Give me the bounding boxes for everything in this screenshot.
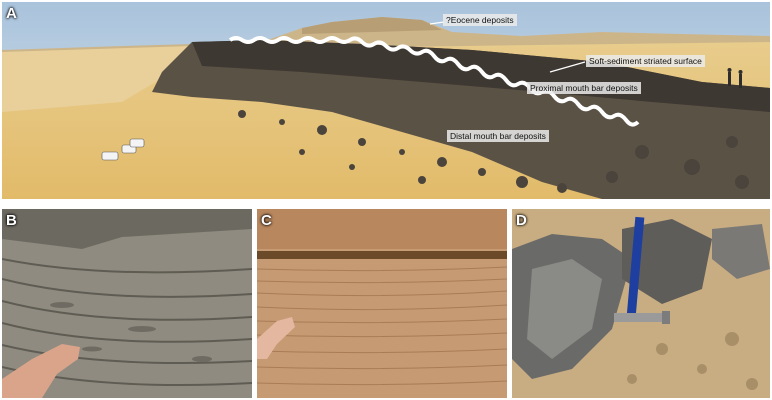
panel-a-label: A xyxy=(6,5,17,22)
annotation-eocene-deposits: ?Eocene deposits xyxy=(443,14,517,26)
vehicles xyxy=(101,138,145,161)
panel-c-photo: C xyxy=(257,209,507,398)
panel-d-label: D xyxy=(516,212,527,229)
striated-rock-photo xyxy=(2,209,252,398)
desert-outcrop-photo xyxy=(2,2,770,199)
panel-b-label: B xyxy=(6,212,17,229)
rock-hammer xyxy=(626,216,645,318)
annotation-proximal-mouth-bar: Proximal mouth bar deposits xyxy=(527,82,641,94)
annotation-striated-surface: Soft-sediment striated surface xyxy=(586,55,705,67)
panel-b-photo: B xyxy=(2,209,252,398)
laminated-sandstone-photo xyxy=(257,209,507,398)
rock-hammer-photo xyxy=(512,209,770,398)
panel-c-label: C xyxy=(261,212,272,229)
panel-a-photo: A ?Eocene deposits Soft-sediment striate… xyxy=(2,2,770,199)
panel-d-photo: D xyxy=(512,209,770,398)
annotation-distal-mouth-bar: Distal mouth bar deposits xyxy=(447,130,549,142)
